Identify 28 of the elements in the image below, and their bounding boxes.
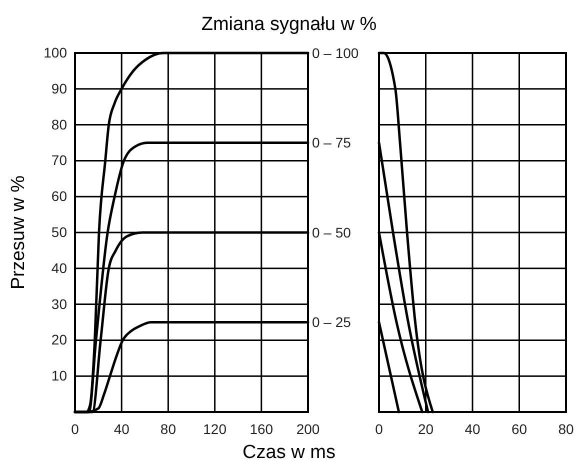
y-axis-title: Przesuw w % [8, 175, 29, 290]
series-label: 0 – 75 [312, 134, 352, 151]
x-tick-label: 20 [418, 420, 434, 437]
x-tick-label: 80 [160, 420, 176, 437]
y-tick-label: 90 [51, 80, 68, 96]
x-tick-label: 40 [464, 420, 480, 437]
y-tick-label: 40 [51, 260, 68, 276]
series-label: 0 – 25 [312, 314, 352, 330]
x-tick-label: 0 [375, 420, 384, 437]
y-tick-label: 10 [51, 368, 68, 384]
x-tick-label: 0 [71, 420, 80, 437]
series-label: 0 – 50 [312, 224, 352, 240]
chart-title: Zmiana sygnału w % [201, 14, 377, 35]
x-tick-label: 40 [114, 420, 130, 437]
y-tick-label: 30 [51, 296, 68, 312]
y-tick-label: 50 [51, 224, 68, 240]
x-tick-label: 80 [558, 420, 574, 437]
y-tick-label: 20 [51, 332, 68, 348]
y-tick-label: 60 [51, 188, 68, 204]
series-label: 0 – 100 [312, 44, 359, 61]
x-axis-title: Czas w ms [242, 442, 336, 463]
x-tick-label: 120 [203, 420, 227, 437]
y-tick-label: 80 [51, 116, 68, 132]
x-tick-label: 160 [250, 420, 274, 437]
y-tick-label: 100 [44, 44, 68, 60]
y-tick-label: 70 [51, 152, 68, 168]
x-tick-label: 200 [296, 420, 320, 437]
x-tick-label: 60 [511, 420, 528, 437]
